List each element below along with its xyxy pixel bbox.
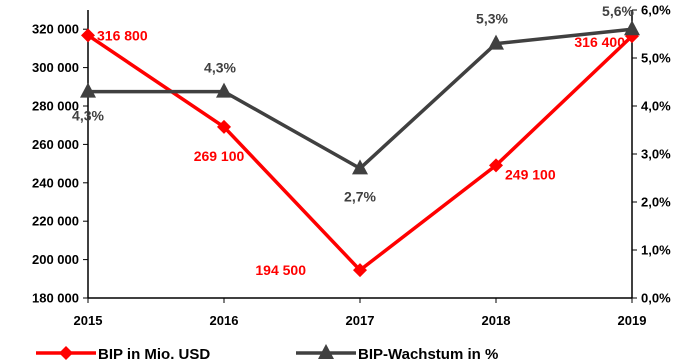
growth-point-marker [216,82,232,98]
legend: BIP in Mio. USD BIP-Wachstum in % [36,344,498,363]
growth-point-marker [488,34,504,50]
bip-data-label: 249 100 [505,166,556,182]
growth-data-label: 2,7% [344,188,376,204]
y-right-tick-label: 4,0% [641,99,671,114]
y-right-tick-label: 2,0% [641,195,671,210]
legend-growth-swatch-marker [318,344,334,359]
growth-data-label: 5,6% [602,3,634,19]
data-labels: 316 800 269 100 194 500 249 100 316 400 4,3% 4… [72,3,634,278]
growth-point-marker [80,82,96,98]
y-right-tick-label: 3,0% [641,147,671,162]
bip-point-marker [353,263,367,278]
axes: 180 000 200 000 220 000 240 000 260 000 280 0… [32,3,671,329]
y-left-tick-label: 280 000 [32,99,79,114]
legend-bip-swatch-marker [59,346,73,360]
y-left-tick-label: 240 000 [32,175,79,190]
y-left-tick-label: 220 000 [32,214,79,229]
growth-data-label: 4,3% [72,108,104,124]
y-left-tick-label: 300 000 [32,60,79,75]
growth-data-label: 4,3% [204,60,236,76]
x-tick-label: 2015 [74,313,103,328]
legend-bip-label: BIP in Mio. USD [98,346,210,363]
series-bip [81,28,639,278]
y-right-tick-label: 1,0% [641,243,671,258]
x-tick-label: 2019 [618,313,647,328]
y-left-tick-label: 180 000 [32,291,79,306]
growth-line [88,27,633,171]
bip-data-label: 194 500 [255,262,306,278]
y-left-tick-label: 200 000 [32,252,79,267]
x-tick-label: 2016 [210,313,239,328]
bip-point-marker [489,158,503,173]
legend-growth-label: BIP-Wachstum in % [358,346,498,363]
y-left-tick-label: 260 000 [32,137,79,152]
y-right-tick-label: 6,0% [641,3,671,18]
y-left-tick-label: 320 000 [32,22,79,37]
x-tick-label: 2017 [346,313,375,328]
y-right-tick-label: 0,0% [641,291,671,306]
series-growth [80,20,640,175]
bip-point-marker [217,119,231,134]
bip-point-marker [81,28,95,43]
growth-point-marker [352,159,368,175]
growth-data-label: 5,3% [476,11,508,27]
bip-data-label: 316 800 [97,27,148,43]
bip-line [87,33,634,272]
y-right-tick-label: 5,0% [641,51,671,66]
bip-data-label: 316 400 [574,34,625,50]
x-tick-label: 2018 [482,313,511,328]
bip-data-label: 269 100 [194,148,245,164]
growth-point-marker [624,20,640,36]
